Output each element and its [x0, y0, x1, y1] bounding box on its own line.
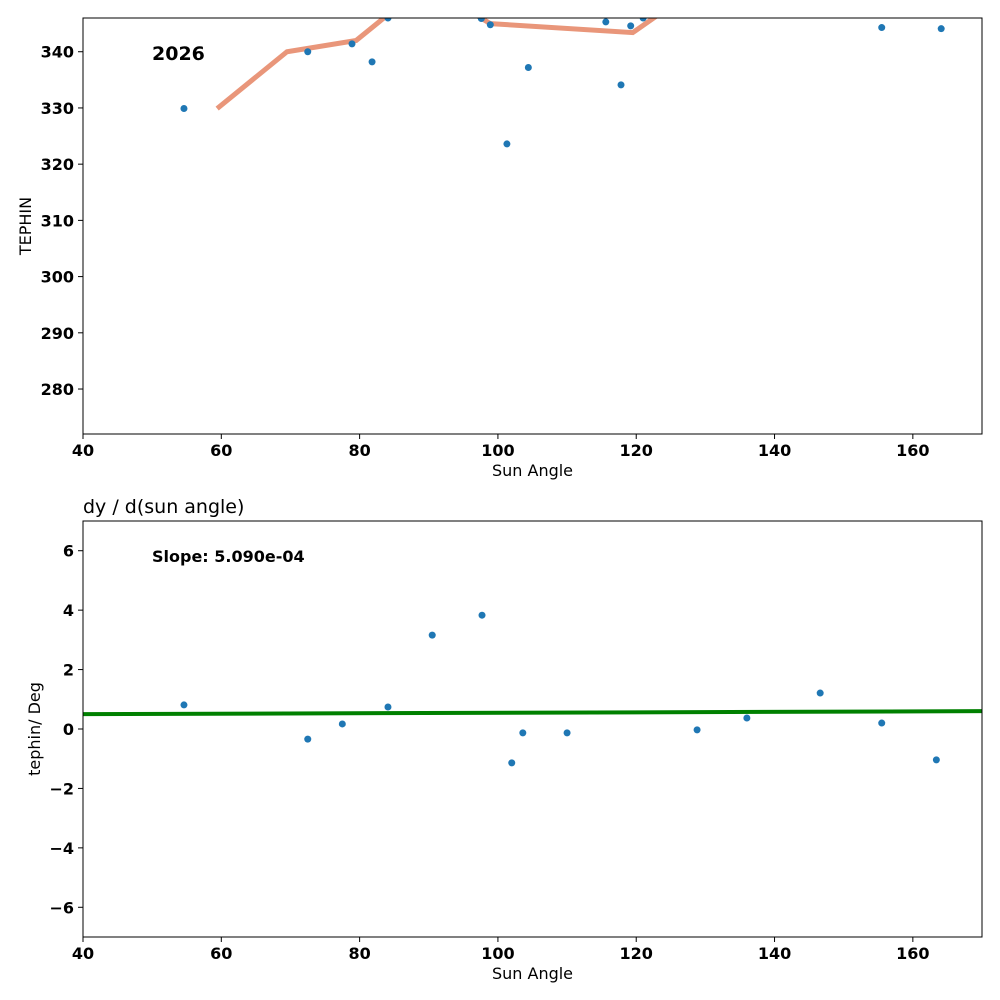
x-tick-label: 140 [758, 944, 791, 963]
y-tick-label: 0 [63, 720, 74, 739]
data-point [478, 611, 486, 619]
subplot-2: 40 60 80 100 120 140 160 −6 −4 −2 0 2 4 6 Sun Angle tep… [25, 496, 983, 983]
x-tick-label: 140 [758, 441, 791, 460]
y-tick-label: 320 [41, 155, 74, 174]
x-axis-label: Sun Angle [492, 964, 573, 983]
x-tick-label: 100 [481, 441, 514, 460]
subplot-1: 40 60 80 100 120 140 160 280 290 300 310 320 330 340 S… [16, 17, 983, 480]
subplot-title: dy / d(sun angle) [83, 496, 244, 518]
x-tick-label: 60 [210, 944, 232, 963]
x-tick-label: 40 [72, 441, 94, 460]
data-point [503, 140, 511, 148]
x-tick-label: 160 [896, 944, 929, 963]
data-point [932, 756, 940, 764]
data-point [602, 18, 610, 26]
y-tick-label: 2 [63, 661, 74, 680]
data-point [368, 58, 376, 66]
data-point [384, 18, 392, 22]
fit-line [215, 18, 659, 111]
x-tick-label: 120 [620, 441, 653, 460]
data-point [477, 18, 485, 23]
y-tick-label: −6 [49, 898, 74, 917]
y-tick-label: 300 [41, 268, 74, 287]
y-tick-label: −2 [49, 779, 74, 798]
data-point [693, 726, 701, 734]
data-point [639, 18, 647, 22]
x-tick-label: 60 [210, 441, 232, 460]
axes-frame [82, 520, 983, 938]
y-tick-label: 310 [41, 211, 74, 230]
data-point [486, 21, 494, 29]
x-tick-label: 160 [896, 441, 929, 460]
data-point [384, 703, 392, 711]
x-axis-label: Sun Angle [492, 461, 573, 480]
y-axis-label: TEPHIN [16, 197, 35, 256]
data-point [937, 25, 945, 33]
y-tick-label: 290 [41, 324, 74, 343]
data-point [304, 48, 312, 56]
y-tick-label: 4 [63, 601, 74, 620]
data-point [180, 701, 188, 709]
data-point [304, 735, 312, 743]
x-tick-label: 40 [72, 944, 94, 963]
y-tick-label: 330 [41, 99, 74, 118]
x-tick-label: 100 [481, 944, 514, 963]
data-point [180, 105, 188, 113]
y-tick-label: −4 [49, 839, 74, 858]
y-tick-label: 340 [41, 43, 74, 62]
data-point [348, 40, 356, 48]
data-point [428, 631, 436, 639]
fit-line [83, 709, 982, 717]
annotation: 2026 [152, 43, 205, 65]
annotation: Slope: 5.090e-04 [152, 547, 305, 566]
x-tick-label: 80 [348, 944, 370, 963]
data-point [617, 81, 625, 89]
data-point [816, 689, 824, 697]
data-point [878, 719, 886, 727]
y-tick-label: 280 [41, 380, 74, 399]
data-point [508, 759, 516, 767]
data-point [627, 22, 635, 30]
y-axis-label: tephin/ Deg [25, 682, 44, 776]
data-point [563, 729, 571, 737]
plot-area [83, 611, 982, 767]
data-point [519, 729, 527, 737]
plot-area [180, 18, 945, 148]
data-point [743, 714, 751, 722]
y-tick-label: 6 [63, 542, 74, 561]
data-point [338, 720, 346, 728]
x-tick-label: 120 [620, 944, 653, 963]
data-point [878, 24, 886, 32]
data-point [524, 63, 532, 71]
axes-frame [82, 17, 983, 435]
x-tick-label: 80 [348, 441, 370, 460]
